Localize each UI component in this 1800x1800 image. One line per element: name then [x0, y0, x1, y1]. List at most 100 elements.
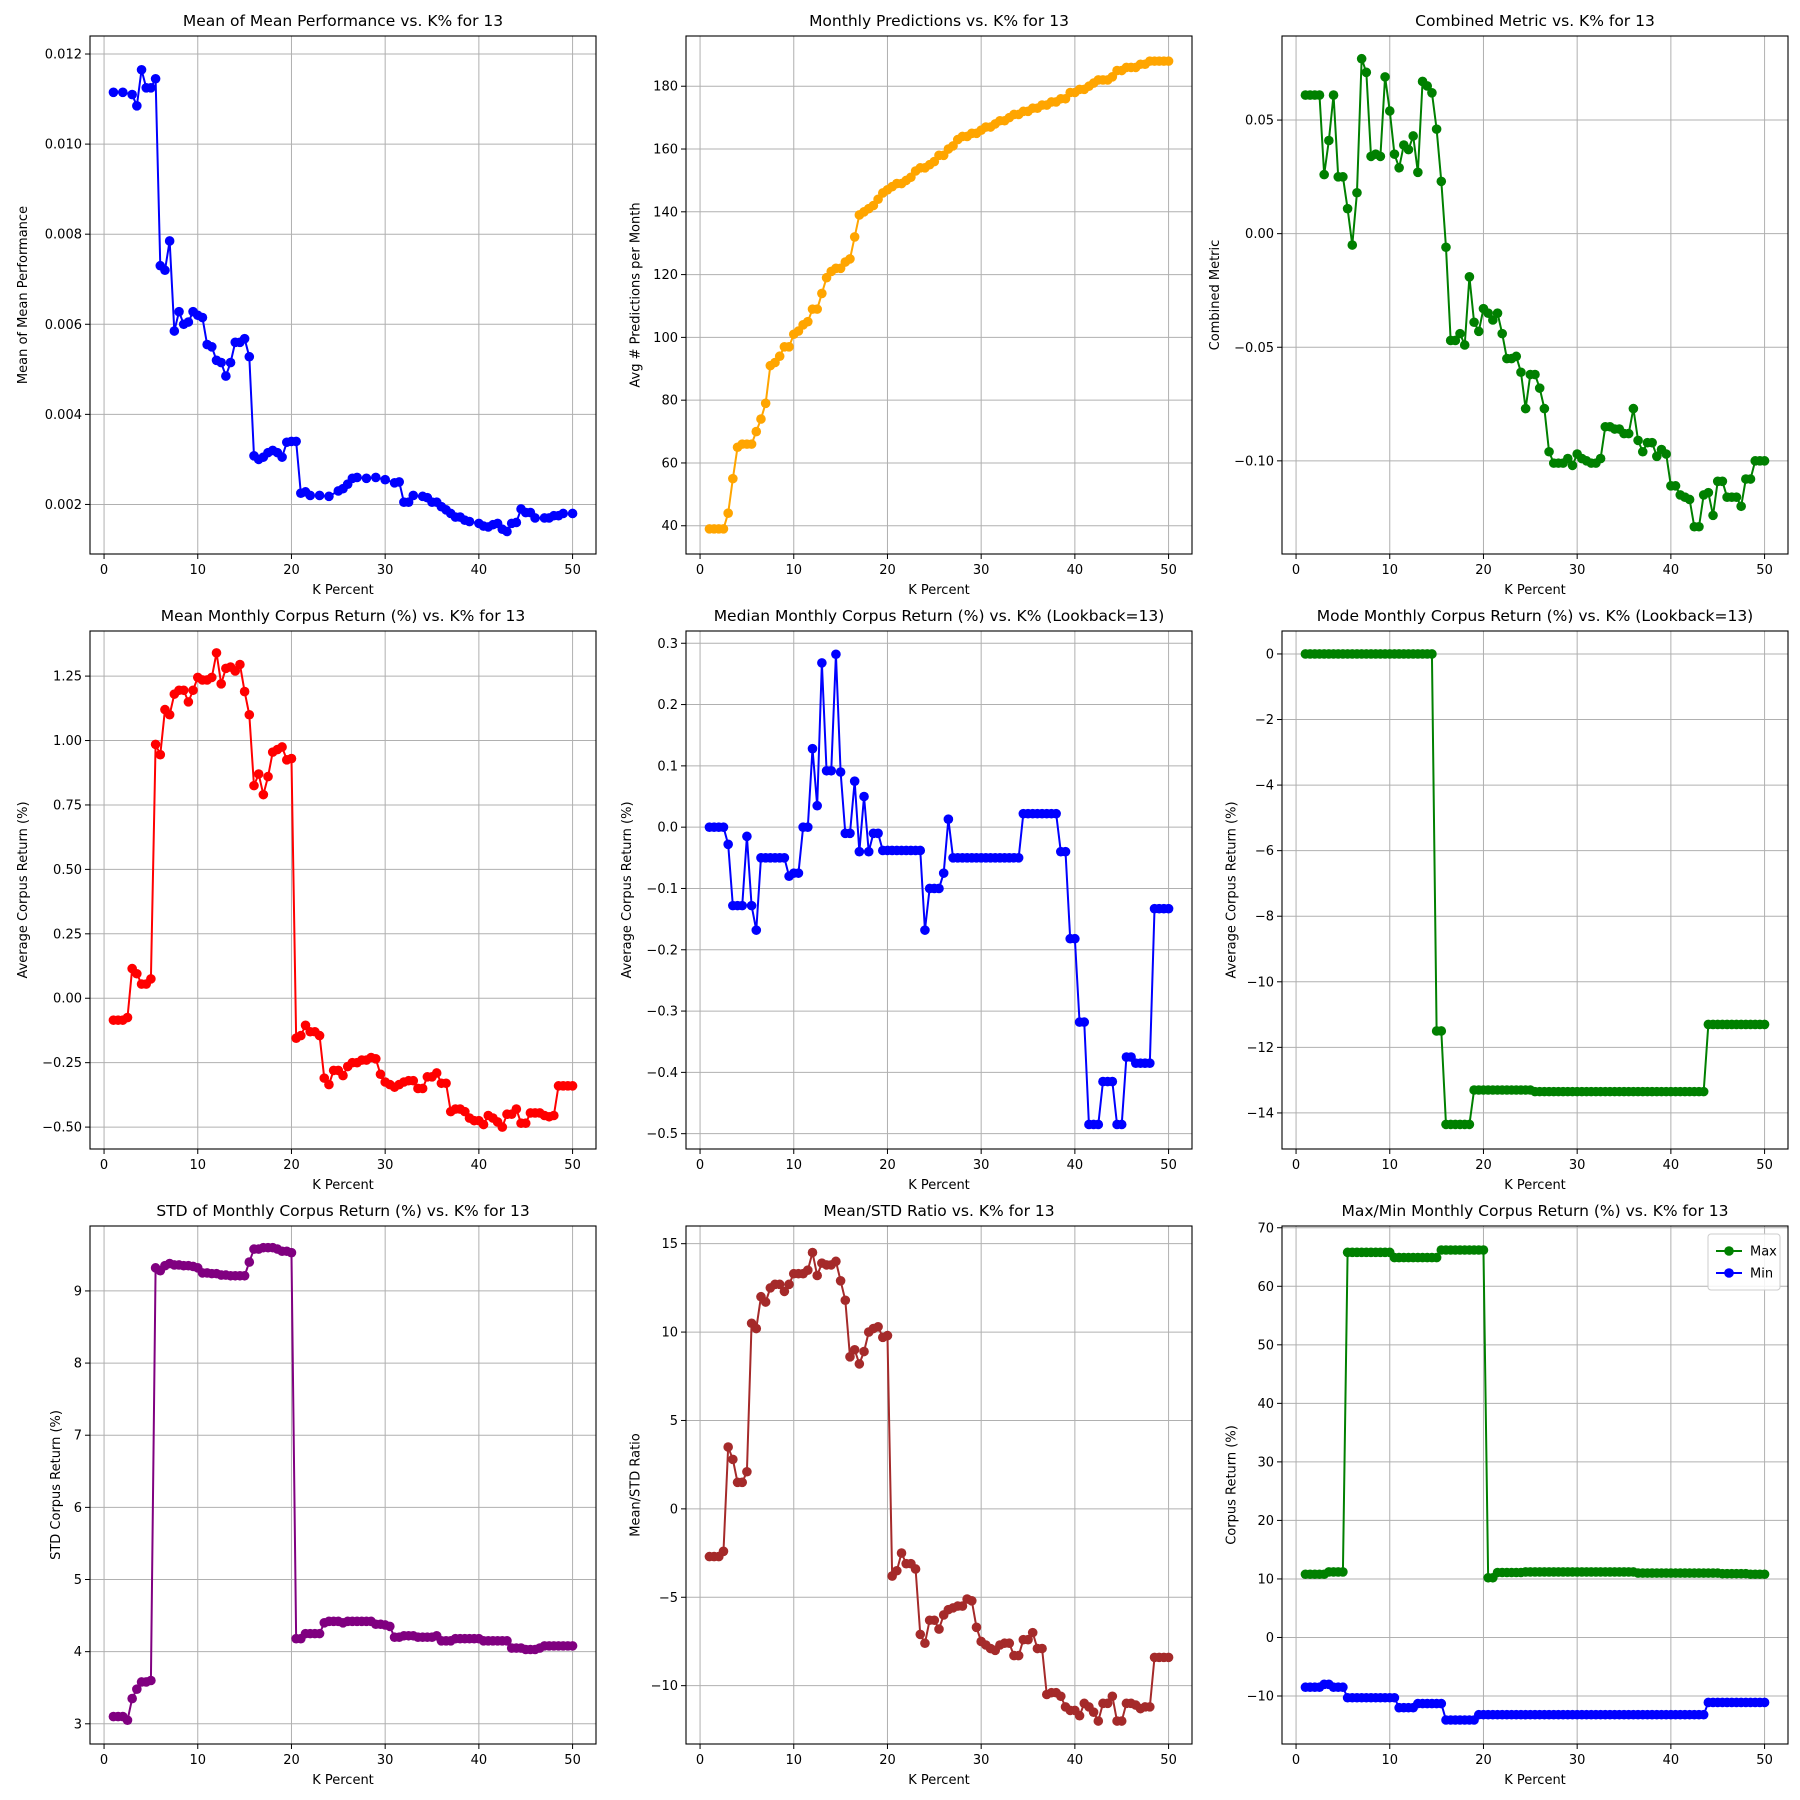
x-axis-label: K Percent [908, 1773, 970, 1788]
data-point [1511, 351, 1522, 362]
y-tick-label: −0.05 [1234, 341, 1274, 356]
chart-panel-7: 0 10 20 30 40 50 3 4 5 6 7 8 9 STD of Monthly Corpus … [49, 1202, 597, 1788]
data-point [1013, 853, 1024, 863]
data-point [1459, 340, 1470, 350]
data-point [1759, 1569, 1770, 1580]
data-point [1324, 135, 1334, 146]
y-tick-label: 0.3 [657, 637, 678, 652]
series-line [113, 69, 573, 533]
data-point [1338, 172, 1348, 182]
data-point [751, 426, 762, 437]
y-tick-label: −12 [1247, 1041, 1274, 1056]
x-tick-label: 20 [879, 563, 896, 578]
x-axis-label: K Percent [1504, 1178, 1566, 1193]
data-point [371, 472, 381, 483]
data-point [155, 749, 166, 760]
series-1 [108, 1242, 578, 1725]
data-point [742, 831, 752, 842]
data-point [784, 342, 794, 352]
data-point [244, 351, 255, 362]
data-point [1492, 308, 1503, 318]
series-line [1305, 1249, 1765, 1579]
y-tick-label: 1.00 [53, 734, 82, 749]
chart-panel-8: 0 10 20 30 40 50 −10 −5 0 5 10 15 Mean/STD Ratio vs.… [628, 1202, 1193, 1788]
y-tick-label: 120 [653, 268, 678, 283]
data-point [403, 497, 414, 508]
x-tick-label: 10 [785, 1753, 802, 1768]
x-tick-label: 40 [471, 1753, 488, 1768]
data-point [1694, 521, 1704, 532]
x-tick-label: 50 [1160, 1753, 1177, 1768]
data-point [1093, 1119, 1104, 1130]
data-point [835, 767, 846, 777]
y-tick-label: 100 [653, 331, 678, 346]
data-point [728, 1454, 738, 1465]
data-point [1567, 460, 1578, 471]
data-point [549, 1110, 559, 1121]
y-tick-label: 3 [74, 1717, 82, 1732]
y-tick-label: 0.008 [45, 228, 82, 243]
data-point [244, 1257, 255, 1267]
data-point [1070, 933, 1080, 944]
x-tick-label: 0 [696, 563, 704, 578]
y-axis-label: Average Corpus Return (%) [620, 801, 635, 978]
data-point [1347, 240, 1358, 250]
chart-title: STD of Monthly Corpus Return (%) vs. K% … [156, 1202, 529, 1220]
x-tick-label: 0 [1292, 1158, 1300, 1173]
data-point [831, 1256, 841, 1267]
x-tick-label: 50 [564, 563, 581, 578]
data-point [1455, 328, 1465, 339]
data-point [164, 236, 175, 246]
data-point [1074, 1710, 1085, 1721]
y-axis-label: Mean/STD Ratio [628, 1433, 643, 1537]
x-tick-label: 20 [879, 1753, 896, 1768]
y-tick-label: 10 [661, 1326, 678, 1341]
y-tick-label: 80 [661, 394, 678, 409]
data-point [1088, 1707, 1099, 1717]
data-point [1469, 317, 1479, 328]
data-point [1004, 1638, 1015, 1649]
data-point [132, 968, 142, 979]
y-tick-label: 0 [1266, 647, 1274, 662]
data-point [197, 312, 208, 323]
data-point [1483, 308, 1493, 318]
chart-panel-6: 0 10 20 30 40 50 −14 −12 −10 −8 −6 −4 −2 0 Mode Monthl… [1224, 607, 1789, 1193]
data-point [291, 436, 301, 447]
y-tick-label: −4 [1255, 779, 1274, 794]
y-tick-label: 0.0 [657, 821, 678, 836]
axes-frame [685, 1225, 1193, 1745]
data-point [188, 685, 198, 696]
chart-title: Max/Min Monthly Corpus Return (%) vs. K%… [1341, 1202, 1728, 1220]
y-tick-label: −10 [1247, 975, 1274, 990]
data-point [718, 822, 729, 832]
y-tick-label: 0.2 [657, 698, 678, 713]
data-point [1670, 481, 1681, 491]
x-tick-label: 20 [283, 1753, 300, 1768]
data-point [1013, 1650, 1024, 1661]
data-point [854, 1359, 865, 1369]
data-point [478, 1119, 489, 1130]
data-point [1703, 487, 1714, 498]
y-tick-label: 40 [661, 519, 678, 534]
data-point [1380, 72, 1390, 82]
data-point [1759, 1019, 1770, 1030]
data-point [127, 1693, 137, 1704]
data-point [567, 1641, 578, 1651]
y-tick-label: 10 [1257, 1572, 1274, 1587]
data-point [1145, 1058, 1155, 1068]
data-point [314, 1628, 325, 1639]
data-point [1427, 649, 1437, 659]
y-tick-label: 0.1 [657, 759, 678, 774]
x-axis-label: K Percent [908, 1178, 970, 1193]
data-point [849, 232, 860, 242]
data-point [502, 526, 512, 537]
data-point [1060, 846, 1071, 857]
y-axis-label: Average Corpus Return (%) [16, 801, 31, 978]
x-tick-label: 50 [564, 1753, 581, 1768]
data-point [1717, 476, 1728, 487]
data-point [920, 925, 930, 935]
x-tick-label: 30 [377, 563, 394, 578]
data-point [784, 1279, 794, 1290]
data-point [723, 508, 733, 518]
data-point [812, 1270, 822, 1281]
